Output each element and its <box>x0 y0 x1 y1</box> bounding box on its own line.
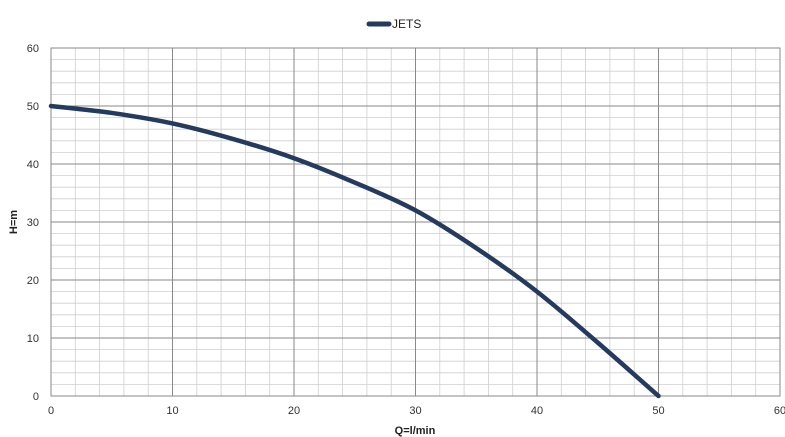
x-axis-title: Q=l/min <box>395 425 436 437</box>
y-tick-label: 60 <box>27 43 39 55</box>
y-tick-label: 10 <box>27 333 39 345</box>
legend: JETS <box>366 17 421 31</box>
y-tick-label: 0 <box>33 391 39 403</box>
y-tick-label: 20 <box>27 275 39 287</box>
series-layer <box>48 103 661 399</box>
x-tick-label: 30 <box>409 405 421 417</box>
y-tick-label: 30 <box>27 217 39 229</box>
x-tick-label: 60 <box>774 405 785 417</box>
x-tick-label: 10 <box>166 405 178 417</box>
y-tick-label: 50 <box>27 101 39 113</box>
major-gridlines <box>51 48 780 396</box>
x-tick-label: 50 <box>652 405 664 417</box>
x-axis-tick-labels: 0 10 20 30 40 50 60 <box>48 405 785 417</box>
x-tick-label: 20 <box>288 405 300 417</box>
y-axis-title: H=m <box>8 210 20 234</box>
x-tick-label: 0 <box>48 405 54 417</box>
legend-label-jets: JETS <box>392 17 421 31</box>
plot-area-border <box>50 47 781 397</box>
series-line-jets <box>48 103 661 399</box>
y-axis-tick-labels: 0 10 20 30 40 50 60 <box>27 43 39 403</box>
x-tick-label: 40 <box>531 405 543 417</box>
y-tick-label: 40 <box>27 159 39 171</box>
